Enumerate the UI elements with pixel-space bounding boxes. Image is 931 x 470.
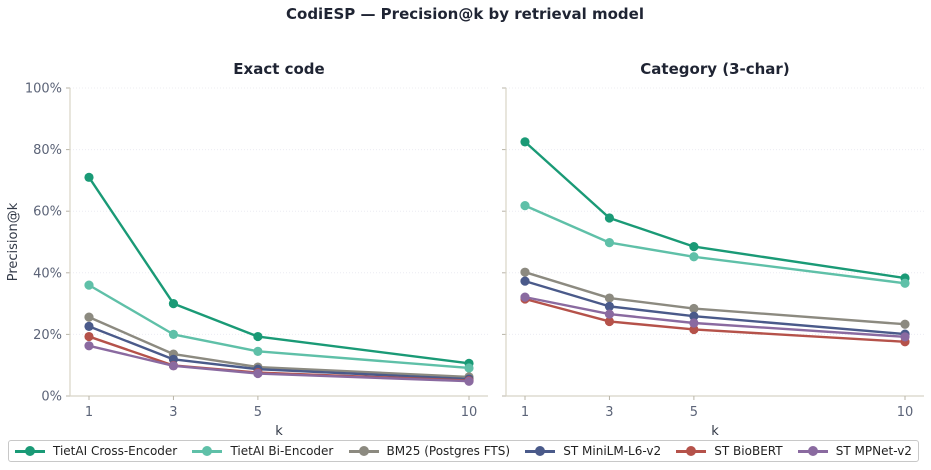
legend-item: ST MPNet-v2 <box>797 444 912 458</box>
panel-2: Category (3-char) 1 3 5 10 k <box>502 60 924 439</box>
data-point <box>689 303 699 314</box>
chart-legend: TietAI Cross-Encoder TietAI Bi-Encoder BM2… <box>8 440 919 462</box>
series-st-mpnet-v2 <box>520 292 910 342</box>
legend-swatch <box>348 445 379 457</box>
series-line <box>524 204 906 285</box>
y-tick-label: 0% <box>41 390 62 405</box>
data-point <box>604 238 615 248</box>
series-line <box>88 344 470 383</box>
y-tick-label: 100% <box>25 82 62 97</box>
y-tick-label: 80% <box>33 143 62 158</box>
legend-item: ST BioBERT <box>676 444 783 458</box>
data-point <box>520 292 530 302</box>
data-point <box>604 316 615 327</box>
data-point <box>689 318 699 328</box>
legend-swatch <box>525 445 556 457</box>
data-point <box>84 172 94 182</box>
series-bm25-postgres-fts <box>520 267 910 329</box>
data-point <box>84 341 94 351</box>
series-line <box>88 176 470 365</box>
legend-swatch <box>676 445 707 457</box>
series-line <box>524 279 906 336</box>
x-axis-label: k <box>711 424 719 439</box>
series-tietai-bi-encoder <box>520 201 910 288</box>
x-tick-label: 10 <box>461 405 478 420</box>
data-point <box>168 299 179 309</box>
series-tietai-cross-encoder <box>520 137 910 283</box>
data-point <box>84 312 94 322</box>
x-tick-label: 5 <box>690 405 698 420</box>
legend-item: BM25 (Postgres FTS) <box>348 444 511 458</box>
data-point <box>689 311 699 321</box>
panel-title: Category (3-char) <box>640 60 789 78</box>
data-point <box>168 361 179 371</box>
data-point <box>253 346 263 356</box>
series-line <box>88 325 470 381</box>
data-point <box>253 368 263 379</box>
series-line <box>524 297 906 343</box>
legend-swatch <box>797 445 828 457</box>
legend-label: TietAI Cross-Encoder <box>53 444 178 458</box>
panel-title: Exact code <box>233 60 324 78</box>
data-point <box>520 137 530 147</box>
data-point <box>520 276 530 286</box>
series-line <box>88 284 470 370</box>
data-point <box>689 324 699 335</box>
data-point <box>253 331 263 342</box>
x-tick-label: 1 <box>521 405 529 420</box>
x-tick-label: 1 <box>85 405 93 420</box>
legend-label: TietAI Bi-Encoder <box>230 444 334 458</box>
chart-panels: Exact code 0% 20% 40% 60% 80% 100% 1 3 5 10 k Precis… <box>6 60 924 439</box>
legend-label: BM25 (Postgres FTS) <box>386 444 511 458</box>
y-tick-label: 60% <box>33 205 62 220</box>
y-tick-label: 40% <box>33 266 62 281</box>
data-point <box>84 280 94 290</box>
legend-label: ST MiniLM-L6-v2 <box>563 444 662 458</box>
data-point <box>84 331 94 342</box>
x-axis-label: k <box>275 424 283 439</box>
data-point <box>604 301 615 311</box>
data-point <box>520 201 530 211</box>
data-point <box>168 329 179 339</box>
legend-label: ST MPNet-v2 <box>835 444 912 458</box>
series-tietai-bi-encoder <box>84 280 474 373</box>
data-point <box>464 363 474 373</box>
chart-title: CodiESP — Precision@k by retrieval model <box>286 5 644 23</box>
data-point <box>604 293 615 303</box>
data-point <box>520 267 530 277</box>
series-st-mpnet-v2 <box>84 341 474 386</box>
chart-figure: CodiESP — Precision@k by retrieval model… <box>6 5 924 439</box>
data-point <box>464 376 474 386</box>
y-axis-label: Precision@k <box>6 202 21 281</box>
legend-swatch <box>192 445 223 457</box>
series-tietai-cross-encoder <box>84 172 474 368</box>
series-line <box>524 295 906 339</box>
legend-item: TietAI Bi-Encoder <box>192 444 333 458</box>
data-point <box>689 242 699 252</box>
y-tick-label: 20% <box>33 328 62 343</box>
x-tick-label: 5 <box>254 405 262 420</box>
series-line <box>88 316 470 379</box>
data-point <box>900 278 910 288</box>
panel-1: Exact code 0% 20% 40% 60% 80% 100% 1 3 5 10 k Precis… <box>6 60 488 439</box>
legend-item: ST MiniLM-L6-v2 <box>525 444 661 458</box>
x-tick-label: 10 <box>897 405 914 420</box>
x-tick-label: 3 <box>605 405 613 420</box>
data-point <box>900 319 910 329</box>
data-point <box>604 309 615 319</box>
legend-swatch <box>15 445 45 457</box>
series-line <box>524 141 906 280</box>
data-point <box>604 213 615 223</box>
data-point <box>689 252 699 262</box>
series-line <box>524 271 906 326</box>
legend-label: ST BioBERT <box>714 444 783 458</box>
legend-item: TietAI Cross-Encoder <box>15 444 177 458</box>
x-tick-label: 3 <box>169 405 177 420</box>
data-point <box>84 321 94 331</box>
data-point <box>900 332 910 342</box>
